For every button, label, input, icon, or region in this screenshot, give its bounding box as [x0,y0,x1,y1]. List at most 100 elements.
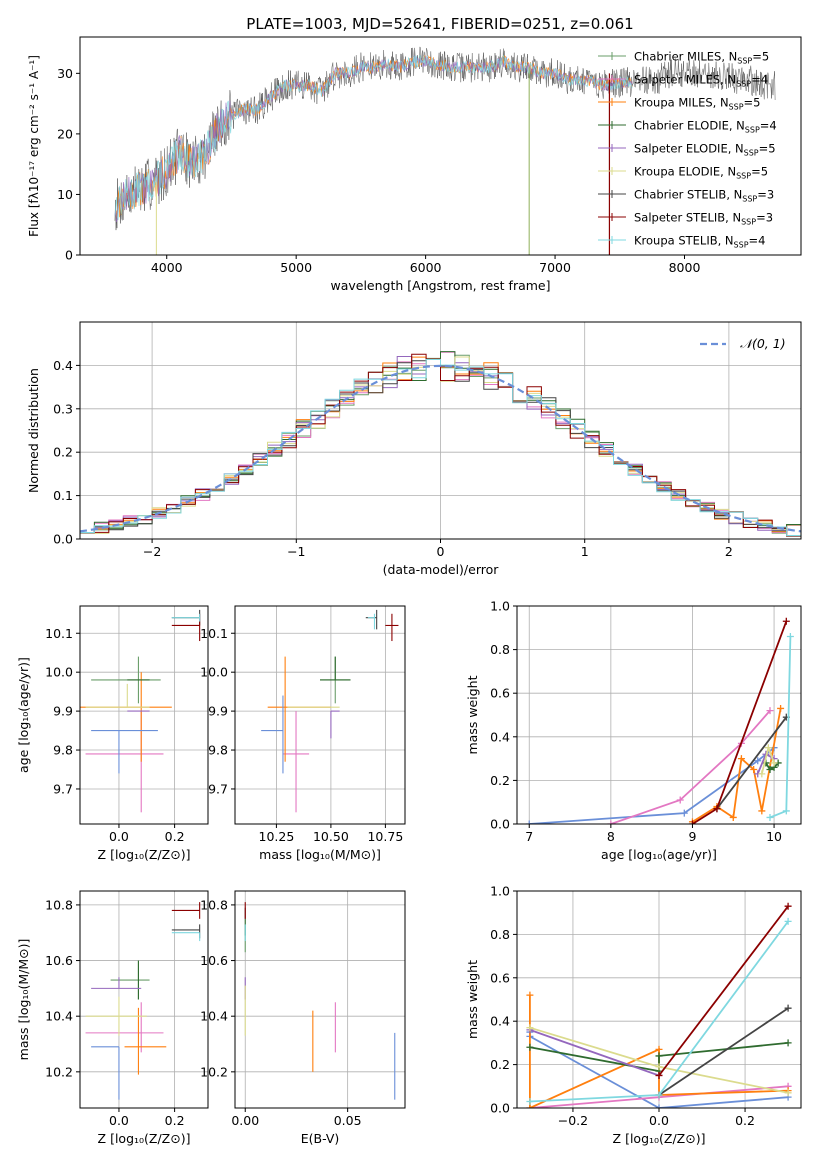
legend-label-normal: 𝒩(0, 1) [740,336,786,351]
weight-point-chabrier-elodie [526,1043,534,1051]
weight-line-chabrier-stelib [716,716,788,810]
hist-kroupa-stelib [80,359,801,539]
weight-point-salpeter-miles [676,796,684,804]
x-axis-label-residuals: (data-model)/error [383,562,500,577]
y-tick-label-10-8: 10.8 [45,897,73,912]
weight-line-salpeter-elodie [529,1029,660,1077]
weight-point-chabrier-elodie [766,766,774,773]
weight-point-kroupa-stelib [786,633,794,641]
weight-point-extra-blue [655,1104,663,1108]
weight-point-kroupa-elodie [758,770,766,778]
plot-area-ebv-mass [244,902,396,1100]
weight-point-salpeter-stelib [782,617,790,625]
x-tick-label-1: −1 [287,544,305,559]
y-tick-label-0-8: 0.8 [490,642,510,657]
x-tick-label-0-2: 0.2 [165,829,185,844]
legend-count: =5 [751,165,768,179]
axes-frame-spectrum [79,36,802,256]
x-tick-label-0: 0.00 [231,1113,259,1128]
weight-point-salpeter-stelib [784,902,792,910]
legend-model-text: Chabrier STELIB, N [634,188,742,202]
weight-point-salpeter-stelib [713,805,721,813]
panel-Z-weight: −0.2 0.0 0.2 0.0 0.2 0.4 0.6 0.8 1.0 Z [log₁₀(Z/Z… [465,884,802,1146]
errorbar-salpeter-miles [85,711,164,813]
spectrum-model-line-salpeter-elodie [114,55,633,223]
y-tick-label-10: 10 [57,187,73,202]
x-axis-label-mass-age: mass [log₁₀(M/M⊙)] [259,847,381,862]
plot-area-mass-age [261,609,399,813]
x-tick-label-0-2: −0.2 [558,1113,588,1128]
legend-model-text: Kroupa MILES, N [634,96,729,110]
plot-area-age-weight [525,617,794,824]
plot-area-spectrum [114,46,776,255]
y-tick-label-0: 0 [65,248,73,263]
x-tick-label-2: −2 [143,544,161,559]
weight-point-kroupa-elodie [655,1063,663,1071]
y-tick-label-0-4: 0.4 [490,729,510,744]
weight-point-kroupa-miles [750,766,758,773]
legend-subscript: SSP [744,149,759,158]
weight-point-chabrier-elodie [655,1052,663,1060]
weight-line-salpeter-stelib [692,620,788,824]
x-axis-label-Z-mass: Z [log₁₀(Z/Z⊙)] [98,1131,191,1146]
y-tick-label-10-6: 10.6 [200,953,228,968]
plot-area-Z-weight [526,902,792,1108]
axes-frame-ebv-mass [234,890,406,1109]
legend-model-text: Chabrier ELODIE, N [634,119,745,133]
legend-model-text: Salpeter ELODIE, N [634,142,744,156]
errorbar-salpeter-miles [282,711,310,813]
legend-model-text: Kroupa ELODIE, N [634,165,736,179]
panel-ebv-mass: 0.00 0.05 10.2 10.4 10.6 10.8 E(B-V) [200,890,406,1146]
errorbar-extra-blue [91,730,158,774]
legend-count: =4 [760,119,777,133]
weight-point-kroupa-elodie [764,744,772,752]
legend-subscript: SSP [736,172,751,181]
x-axis-label-Z-weight: Z [log₁₀(Z/Z⊙)] [613,1131,706,1146]
y-tick-label-10-8: 10.8 [200,897,228,912]
weight-point-kroupa-miles [526,991,534,999]
legend-model-text: Chabrier MILES, N [634,50,737,64]
y-tick-label-0: 0.0 [53,532,73,547]
panel-age-weight: 7 8 9 10 0.0 0.2 0.4 0.6 0.8 1.0 age [log₁₀(age/yr… [465,599,802,862]
legend-subscript: SSP [741,218,756,227]
weight-point-kroupa-stelib [655,1091,663,1099]
y-axis-label-Z-age: age [log₁₀(age/yr)] [16,657,31,773]
y-tick-label-0-6: 0.6 [490,970,510,985]
y-axis-label-Z-mass: mass [log₁₀(M/M⊙)] [16,939,31,1061]
legend-label-salpeter-elodie: Salpeter ELODIE, NSSP=5 [634,142,776,158]
legend-label-kroupa-stelib: Kroupa STELIB, NSSP=4 [634,234,765,250]
plot-area-residuals [80,351,801,539]
y-tick-label-9-7: 9.7 [208,781,228,796]
x-axis-label-ebv-mass: E(B-V) [301,1131,340,1146]
x-tick-label-6000: 6000 [410,260,442,275]
y-axis-label-spectrum: Flux [fλ10⁻¹⁷ erg cm⁻² s⁻¹ A⁻¹] [27,55,41,237]
x-tick-label-7: 7 [525,829,533,844]
spectrum-model-line-kroupa-stelib [114,54,633,221]
x-tick-label-0-05: 0.05 [334,1113,362,1128]
y-tick-label-0-4: 0.4 [490,1014,510,1029]
weight-point-kroupa-miles [655,1045,663,1053]
errorbar-chabrier-miles [110,960,150,1000]
panel-residuals: −2 −1 0 1 2 0.0 0.1 0.2 0.3 0.4 (data-model)/error… [26,321,802,577]
legend-count: =5 [752,50,769,64]
errorbar-chabrier-stelib [171,924,201,939]
errorbar-salpeter-stelib [171,902,201,919]
y-tick-label-20: 20 [57,126,73,141]
errorbar-salpeter-elodie [91,977,142,989]
x-tick-label-7000: 7000 [539,260,571,275]
errorbar-chabrier-miles [91,656,161,704]
errorbar-chabrier-elodie [320,656,351,681]
weight-line-salpeter-miles [610,710,771,824]
panel-spectrum: 4000 5000 6000 7000 8000 0 10 20 30 wavelength [A… [27,36,802,293]
x-tick-label-8000: 8000 [669,260,701,275]
weight-point-salpeter-miles [607,820,615,824]
x-tick-label-10-5: 10.50 [313,829,349,844]
legend-label-salpeter-stelib: Salpeter STELIB, NSSP=3 [634,211,773,227]
legend-model-text: Kroupa STELIB, N [634,234,734,248]
errorbar-extra-blue [261,695,284,774]
axes-frame-age-weight [516,605,802,825]
legend-count: =4 [749,234,766,248]
